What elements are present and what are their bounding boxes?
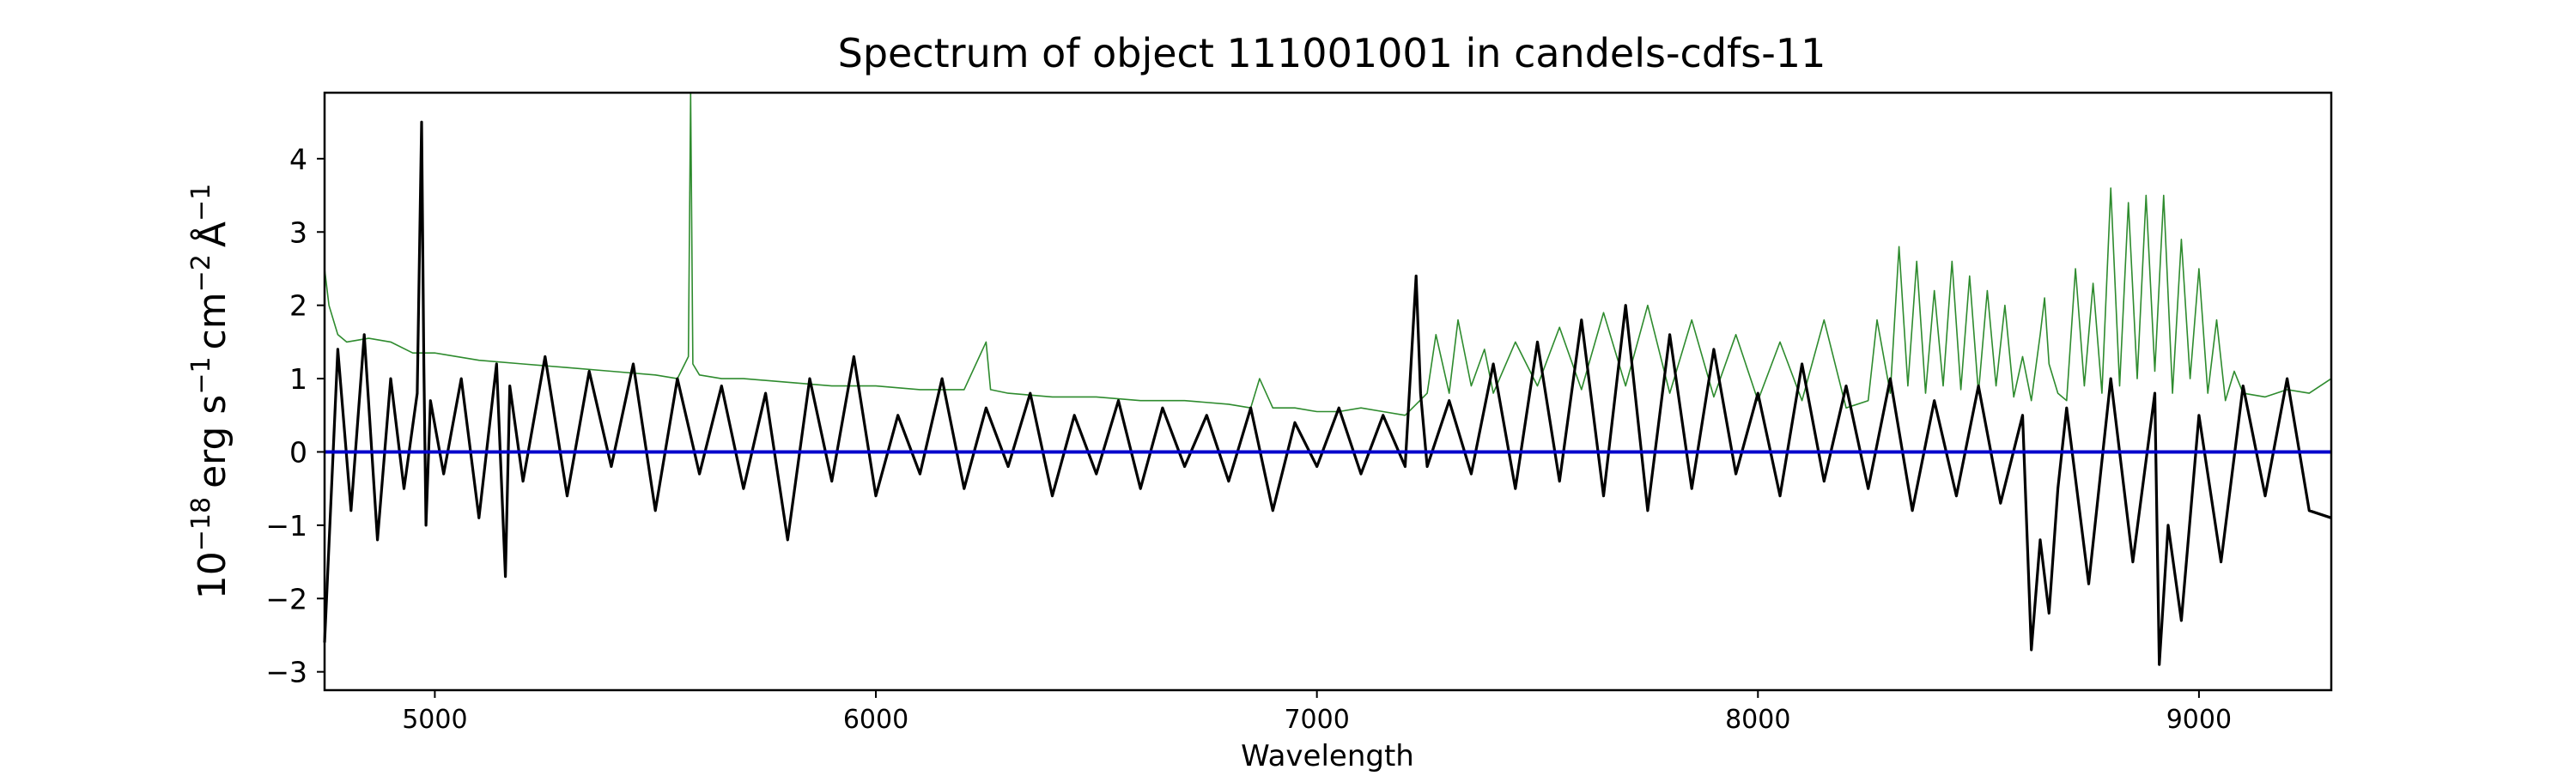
error-series-line: [324, 92, 2332, 416]
x-tick-label: 6000: [843, 705, 908, 735]
y-axis-label: 10−18erg s−1cm−2Å−1: [186, 184, 234, 599]
plot-frame: [323, 91, 2333, 692]
plot-area: [323, 91, 2333, 692]
x-tick-label: 8000: [1725, 705, 1790, 735]
y-axis: −3 −2 −1 0 1 2 3 4: [265, 142, 325, 689]
y-tick-label: −3: [265, 656, 307, 689]
y-tick-label: 0: [289, 435, 307, 469]
y-tick-label: −1: [265, 509, 307, 543]
x-axis: 5000 6000 7000 8000 9000: [402, 690, 2232, 735]
x-tick-label: 7000: [1284, 705, 1349, 735]
series-layer: [323, 92, 2332, 666]
y-tick-label: 4: [289, 142, 307, 176]
chart-title: Spectrum of object 111001001 in candels-…: [838, 30, 1826, 76]
x-tick-label: 5000: [402, 705, 467, 735]
x-tick-label: 9000: [2166, 705, 2232, 735]
x-axis-label: Wavelength: [1241, 739, 1414, 773]
y-tick-label: 2: [289, 289, 307, 323]
flux-series-line: [323, 120, 2332, 666]
y-tick-label: 1: [289, 362, 307, 396]
y-tick-label: −2: [265, 582, 307, 615]
plot-background: [325, 93, 2331, 690]
y-tick-label: 3: [289, 215, 307, 249]
